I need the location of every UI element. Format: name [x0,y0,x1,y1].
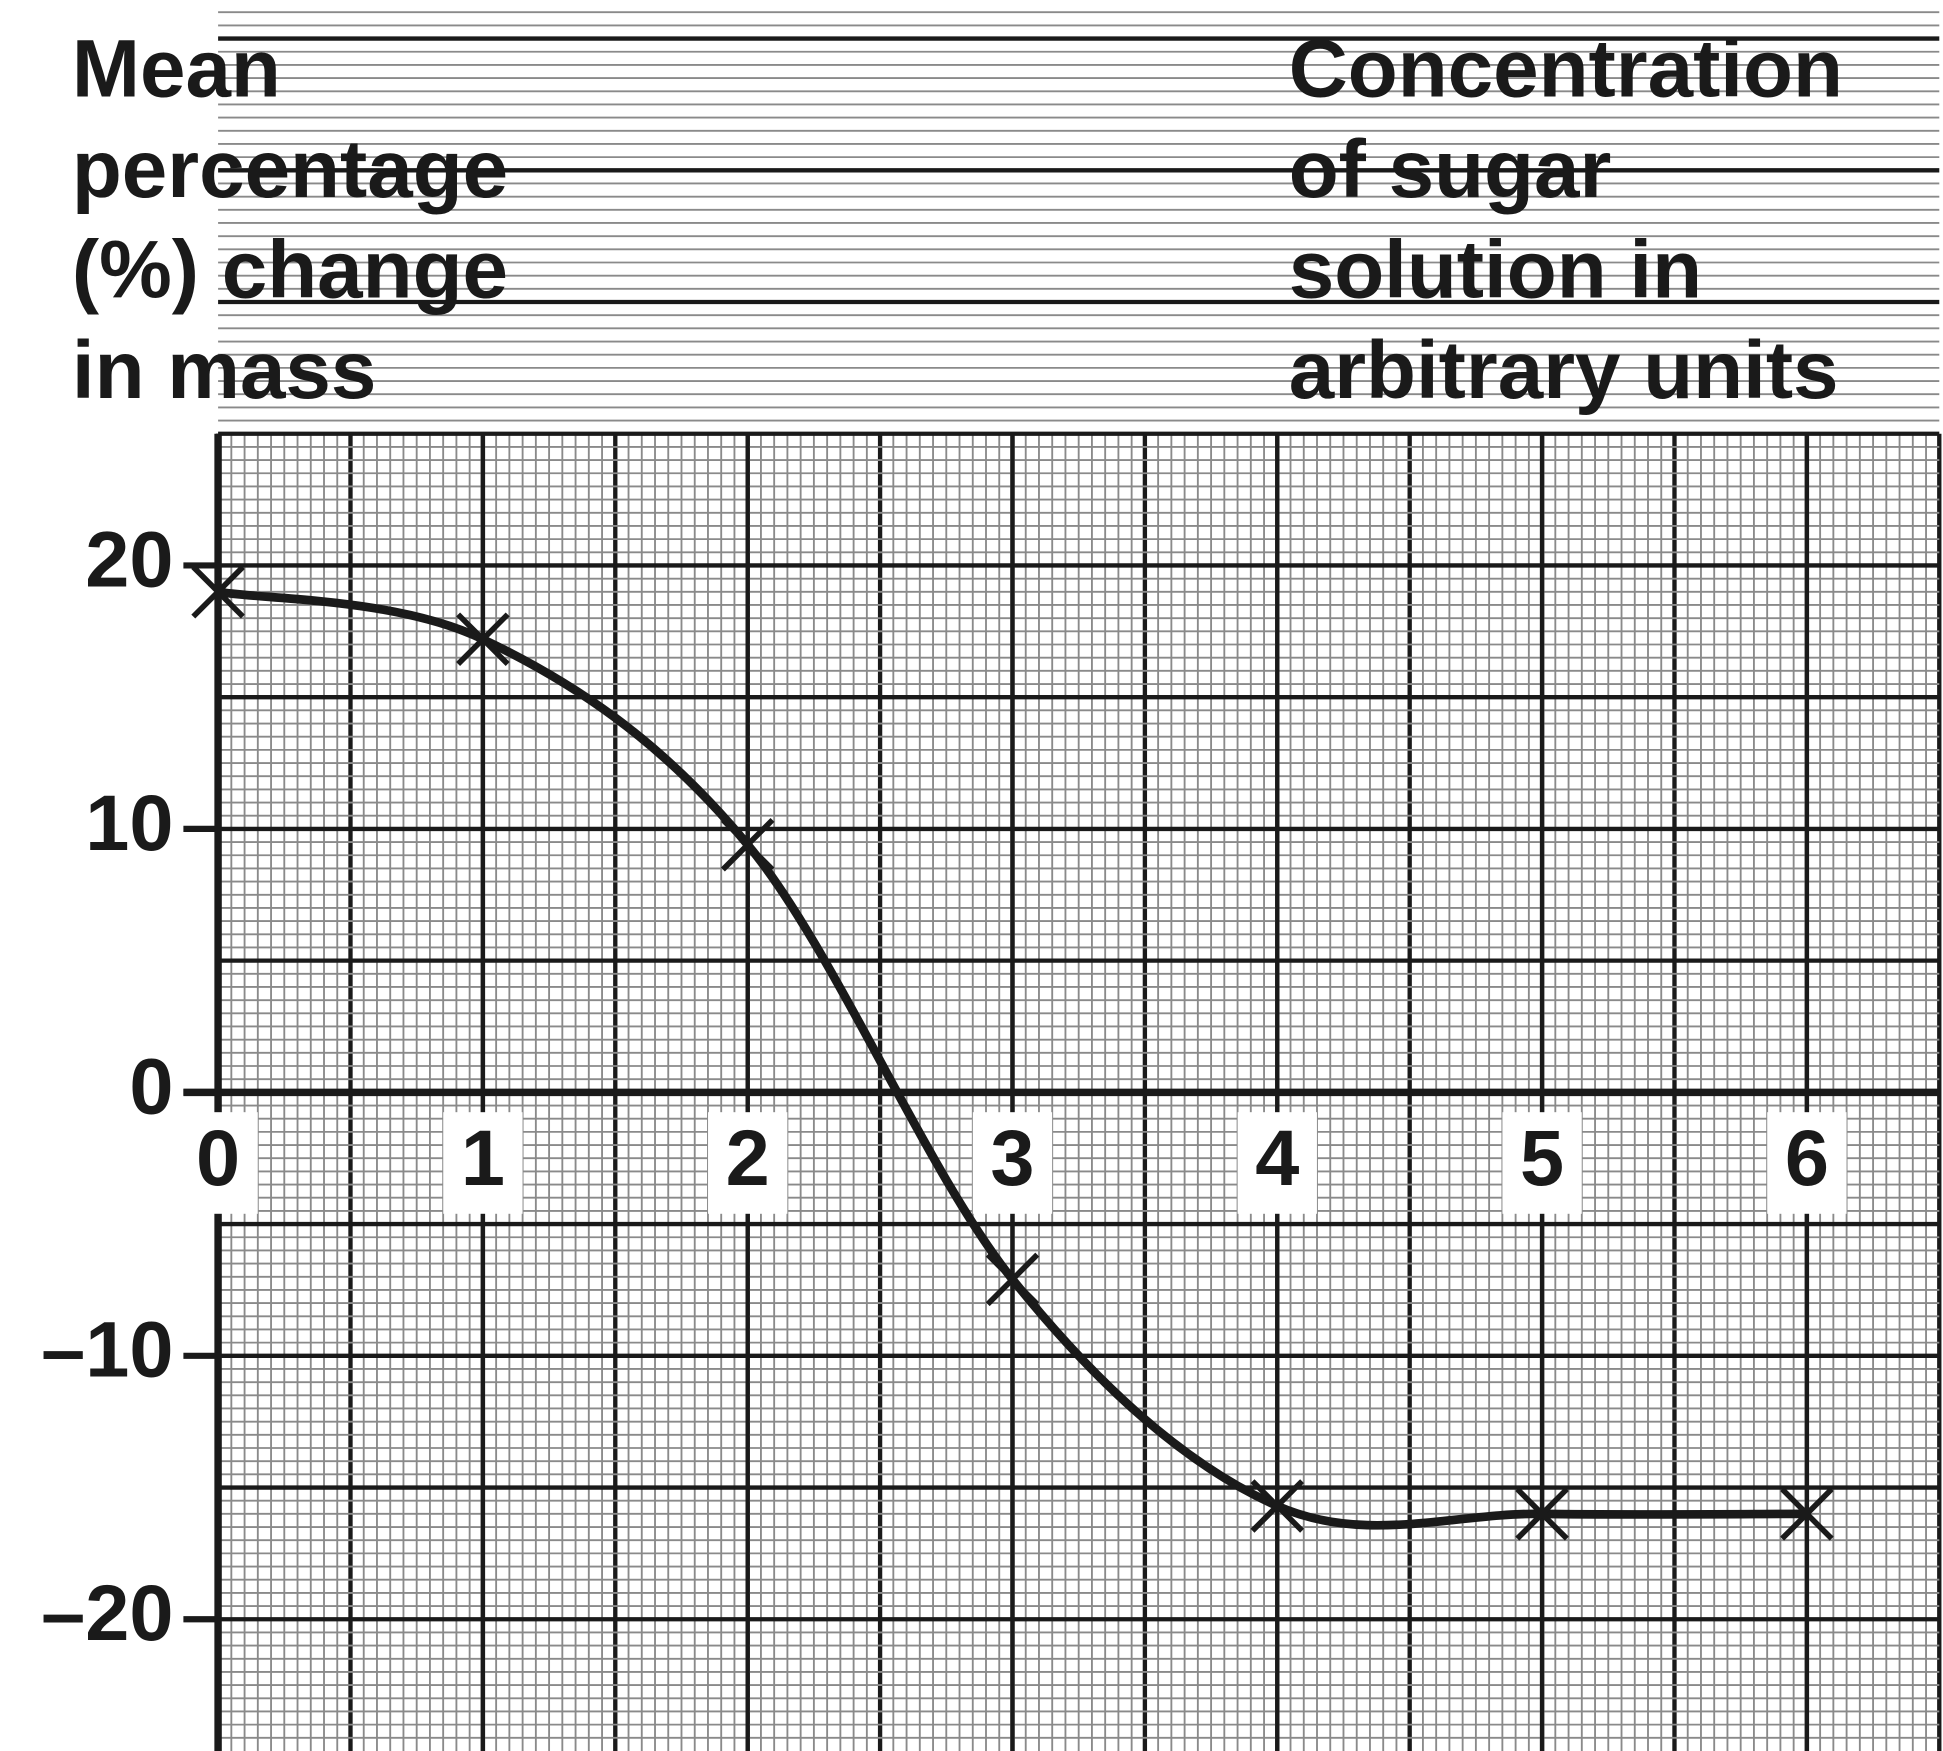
cross-marker [985,1252,1040,1307]
cross-marker [720,817,775,872]
y-axis-title: (%) change [72,224,508,315]
cross-marker [1250,1479,1305,1533]
y-tick-label: –20 [41,1568,173,1657]
x-axis-title: solution in [1289,224,1702,315]
cross-marker [456,612,510,666]
x-tick-label-background [972,1112,1053,1214]
x-tick-label-background [1767,1112,1847,1214]
x-tick-label: 5 [1520,1113,1564,1202]
x-axis-title: of sugar [1289,124,1612,215]
y-tick-label: 0 [129,1041,173,1130]
x-tick-label: 6 [1785,1113,1829,1202]
y-tick-label: –10 [41,1305,173,1394]
grid [183,11,1942,1751]
cross-marker [1515,1487,1569,1541]
x-tick-label-background [1237,1112,1317,1214]
y-axis-title: in mass [72,325,377,416]
x-axis-title: arbitrary units [1289,325,1839,416]
cross-marker [191,565,245,619]
y-axis-title: Mean [72,24,281,115]
x-axis-title: Concentration [1289,24,1843,115]
x-tick-label: 1 [461,1113,505,1202]
x-tick-label: 2 [726,1113,770,1202]
y-tick-label: 20 [85,514,173,603]
cross-marker [1780,1487,1834,1541]
x-tick-label-background [1502,1112,1582,1214]
x-tick-label: 3 [990,1113,1034,1202]
curve [217,587,1807,1530]
x-tick-label-background [708,1112,788,1214]
y-axis-title: percentage [72,124,508,215]
x-tick-label-background [443,1112,523,1214]
x-tick-label: 0 [196,1113,240,1202]
x-tick-label-background [178,1112,258,1214]
x-tick-label: 4 [1255,1113,1299,1202]
y-tick-label: 10 [85,778,173,867]
